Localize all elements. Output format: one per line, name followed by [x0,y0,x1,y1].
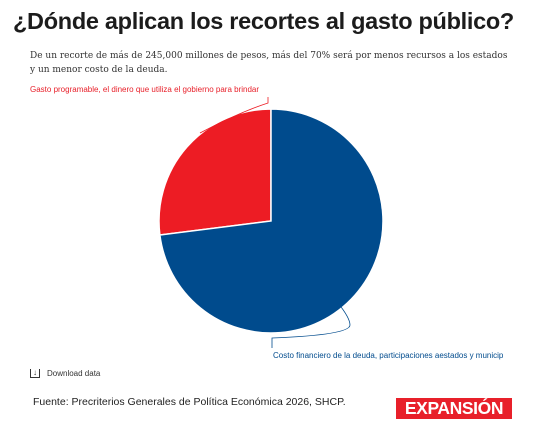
download-label: Download data [47,369,101,378]
label-clip-mask [514,345,541,365]
pie-slices [158,108,384,334]
download-data-link[interactable]: ↓ Download data [30,369,100,378]
pie-slice-costo-financiero [159,108,384,334]
leader-line-gasto-programable [199,97,269,134]
leader-line-costo-financiero [271,302,351,348]
pie-chart: Gasto programable, el dinero que utiliza… [30,85,541,365]
expansion-logo: EXPANSIÓN [396,398,512,419]
leader-lines [199,97,351,348]
slice-label-costo-financiero: Costo financiero de la deuda, participac… [273,351,504,360]
download-icon: ↓ [30,369,40,378]
chart-title: ¿Dónde aplican los recortes al gasto púb… [13,8,514,34]
source-note: Fuente: Precriterios Generales de Políti… [33,396,346,408]
pie-slice-gasto-programable [158,108,272,236]
chart-subtitle: De un recorte de más de 245,000 millones… [30,51,508,75]
slice-label-gasto-programable: Gasto programable, el dinero que utiliza… [30,85,259,94]
